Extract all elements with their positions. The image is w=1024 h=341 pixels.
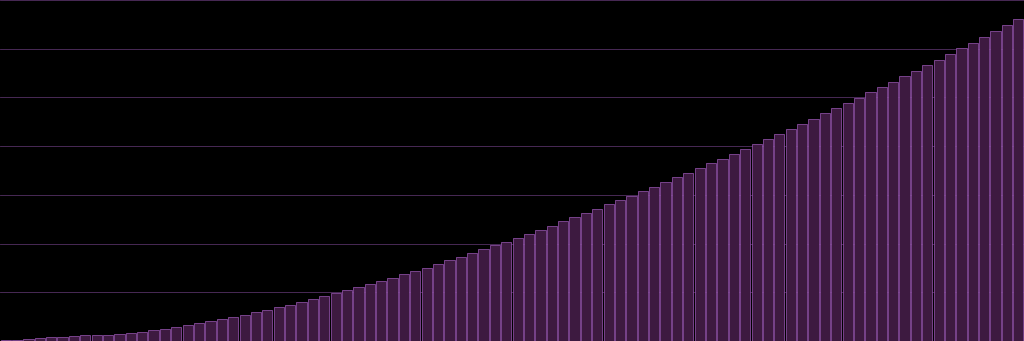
Bar bbox=[843, 103, 853, 341]
Bar bbox=[456, 257, 466, 341]
Bar bbox=[740, 149, 751, 341]
Bar bbox=[69, 336, 79, 341]
Bar bbox=[148, 330, 159, 341]
Bar bbox=[638, 191, 648, 341]
Bar bbox=[934, 60, 944, 341]
Bar bbox=[615, 200, 626, 341]
Bar bbox=[467, 253, 477, 341]
Bar bbox=[80, 335, 90, 341]
Bar bbox=[547, 226, 557, 341]
Bar bbox=[387, 278, 397, 341]
Bar bbox=[319, 296, 330, 341]
Bar bbox=[979, 37, 989, 341]
Bar bbox=[968, 43, 978, 341]
Bar bbox=[660, 182, 671, 341]
Bar bbox=[115, 334, 125, 341]
Bar bbox=[524, 234, 535, 341]
Bar bbox=[910, 71, 921, 341]
Bar bbox=[627, 196, 637, 341]
Bar bbox=[1, 340, 11, 341]
Bar bbox=[262, 310, 272, 341]
Bar bbox=[171, 327, 181, 341]
Bar bbox=[376, 281, 386, 341]
Bar bbox=[411, 271, 421, 341]
Bar bbox=[206, 322, 216, 341]
Bar bbox=[91, 335, 101, 341]
Bar bbox=[581, 213, 591, 341]
Bar bbox=[331, 294, 341, 341]
Bar bbox=[649, 187, 659, 341]
Bar bbox=[501, 242, 511, 341]
Bar bbox=[956, 48, 967, 341]
Bar bbox=[706, 163, 716, 341]
Bar bbox=[285, 305, 295, 341]
Bar bbox=[489, 246, 500, 341]
Bar bbox=[899, 76, 909, 341]
Bar bbox=[182, 325, 193, 341]
Bar bbox=[865, 92, 876, 341]
Bar bbox=[945, 54, 955, 341]
Bar bbox=[694, 168, 705, 341]
Bar bbox=[729, 154, 739, 341]
Bar bbox=[672, 177, 682, 341]
Bar bbox=[478, 249, 488, 341]
Bar bbox=[273, 308, 284, 341]
Bar bbox=[444, 261, 455, 341]
Bar bbox=[888, 81, 898, 341]
Bar bbox=[12, 340, 23, 341]
Bar bbox=[308, 299, 318, 341]
Bar bbox=[752, 144, 762, 341]
Bar bbox=[342, 291, 352, 341]
Bar bbox=[683, 173, 693, 341]
Bar bbox=[194, 324, 204, 341]
Bar bbox=[160, 329, 170, 341]
Bar bbox=[854, 98, 864, 341]
Bar bbox=[57, 337, 68, 341]
Bar bbox=[536, 230, 546, 341]
Bar bbox=[774, 134, 784, 341]
Bar bbox=[217, 320, 227, 341]
Bar bbox=[603, 205, 613, 341]
Bar bbox=[365, 284, 375, 341]
Bar bbox=[923, 65, 933, 341]
Bar bbox=[558, 221, 568, 341]
Bar bbox=[46, 337, 56, 341]
Bar bbox=[35, 338, 45, 341]
Bar bbox=[820, 114, 830, 341]
Bar bbox=[24, 339, 34, 341]
Bar bbox=[808, 119, 818, 341]
Bar bbox=[513, 238, 523, 341]
Bar bbox=[398, 275, 409, 341]
Bar bbox=[422, 268, 432, 341]
Bar bbox=[137, 332, 147, 341]
Bar bbox=[785, 129, 796, 341]
Bar bbox=[831, 108, 842, 341]
Bar bbox=[296, 302, 306, 341]
Bar bbox=[1013, 19, 1023, 341]
Bar bbox=[763, 139, 773, 341]
Bar bbox=[1001, 25, 1012, 341]
Bar bbox=[569, 217, 580, 341]
Bar bbox=[103, 335, 114, 341]
Bar bbox=[718, 159, 728, 341]
Bar bbox=[353, 287, 364, 341]
Bar bbox=[228, 317, 239, 341]
Bar bbox=[251, 312, 261, 341]
Bar bbox=[240, 315, 250, 341]
Bar bbox=[877, 87, 887, 341]
Bar bbox=[797, 124, 807, 341]
Bar bbox=[433, 264, 443, 341]
Bar bbox=[126, 333, 136, 341]
Bar bbox=[990, 31, 1000, 341]
Bar bbox=[592, 209, 602, 341]
